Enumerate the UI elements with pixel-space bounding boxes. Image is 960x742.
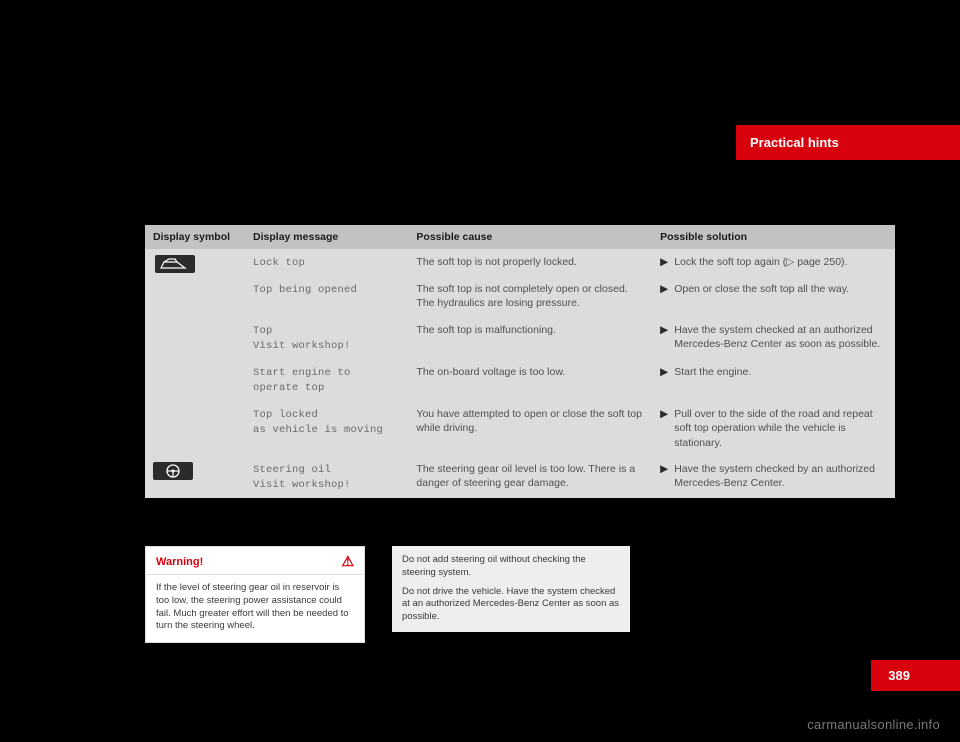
car-top-icon: [155, 255, 195, 273]
table-row: Top being opened The soft top is not com…: [145, 276, 895, 316]
table-row: TopVisit workshop! The soft top is malfu…: [145, 317, 895, 359]
symbol-cell-car: [145, 249, 245, 456]
cause-cell: The soft top is malfunctioning.: [408, 317, 652, 359]
cause-cell: You have attempted to open or close the …: [408, 401, 652, 456]
note-paragraph: Do not add steering oil without checking…: [402, 554, 620, 580]
section-header-tab: Practical hints: [736, 125, 960, 160]
sol-cell: ▶Open or close the soft top all the way.: [652, 276, 895, 316]
msg-cell: Start engine tooperate top: [245, 359, 408, 401]
display-message-text: TopVisit workshop!: [253, 325, 351, 352]
watermark-text: carmanualsonline.info: [807, 717, 940, 732]
symbol-cell-steering: [145, 456, 245, 498]
section-title: Practical hints: [750, 135, 839, 150]
sol-cell: ▶Have the system checked by an authorize…: [652, 456, 895, 498]
msg-cell: Top being opened: [245, 276, 408, 316]
msg-cell: Top lockedas vehicle is moving: [245, 401, 408, 456]
th-solution: Possible solution: [652, 225, 895, 249]
display-message-text: Top being opened: [253, 284, 357, 296]
warning-body: If the level of steering gear oil in res…: [146, 575, 364, 642]
page-number-tab: 389: [871, 660, 960, 691]
cause-cell: The soft top is not properly locked.: [408, 249, 652, 276]
solution-text: Have the system checked at an authorized…: [674, 323, 887, 351]
steering-icon: [153, 462, 193, 480]
warning-header: Warning! ⚠: [146, 547, 364, 575]
table-row: Top lockedas vehicle is moving You have …: [145, 401, 895, 456]
table-row: Steering oilVisit workshop! The steering…: [145, 456, 895, 498]
table-row: Start engine tooperate top The on-board …: [145, 359, 895, 401]
solution-text: Start the engine.: [674, 365, 887, 379]
msg-cell: TopVisit workshop!: [245, 317, 408, 359]
cause-cell: The steering gear oil level is too low. …: [408, 456, 652, 498]
bullet-arrow-icon: ▶: [660, 407, 674, 450]
cause-cell: The on-board voltage is too low.: [408, 359, 652, 401]
note-box: Do not add steering oil without checking…: [392, 546, 630, 632]
solution-text: Lock the soft top again (▷ page 250).: [674, 255, 887, 269]
th-cause: Possible cause: [408, 225, 652, 249]
sol-cell: ▶Pull over to the side of the road and r…: [652, 401, 895, 456]
display-message-text: Lock top: [253, 257, 305, 269]
page-number: 389: [888, 668, 910, 683]
warning-triangle-icon: ⚠: [341, 553, 354, 570]
note-paragraph: Do not drive the vehicle. Have the syste…: [402, 586, 620, 624]
solution-text: Open or close the soft top all the way.: [674, 282, 887, 296]
bullet-arrow-icon: ▶: [660, 462, 674, 490]
bullet-arrow-icon: ▶: [660, 323, 674, 351]
th-symbol: Display symbol: [145, 225, 245, 249]
bullet-arrow-icon: ▶: [660, 255, 674, 269]
msg-cell: Lock top: [245, 249, 408, 276]
sol-cell: ▶Lock the soft top again (▷ page 250).: [652, 249, 895, 276]
manual-page: Practical hints Display symbol Display m…: [0, 0, 960, 742]
th-message: Display message: [245, 225, 408, 249]
solution-text: Have the system checked by an authorized…: [674, 462, 887, 490]
display-message-text: Top lockedas vehicle is moving: [253, 409, 383, 436]
msg-cell: Steering oilVisit workshop!: [245, 456, 408, 498]
cause-cell: The soft top is not completely open or c…: [408, 276, 652, 316]
sol-cell: ▶Have the system checked at an authorize…: [652, 317, 895, 359]
display-message-text: Steering oilVisit workshop!: [253, 464, 351, 491]
display-messages-table: Display symbol Display message Possible …: [145, 225, 895, 498]
table-row: Lock top The soft top is not properly lo…: [145, 249, 895, 276]
bullet-arrow-icon: ▶: [660, 365, 674, 379]
warning-title: Warning!: [156, 556, 203, 568]
warning-box: Warning! ⚠ If the level of steering gear…: [145, 546, 365, 643]
bullet-arrow-icon: ▶: [660, 282, 674, 296]
sol-cell: ▶Start the engine.: [652, 359, 895, 401]
table-header-row: Display symbol Display message Possible …: [145, 225, 895, 249]
display-message-text: Start engine tooperate top: [253, 367, 351, 394]
solution-text: Pull over to the side of the road and re…: [674, 407, 887, 450]
